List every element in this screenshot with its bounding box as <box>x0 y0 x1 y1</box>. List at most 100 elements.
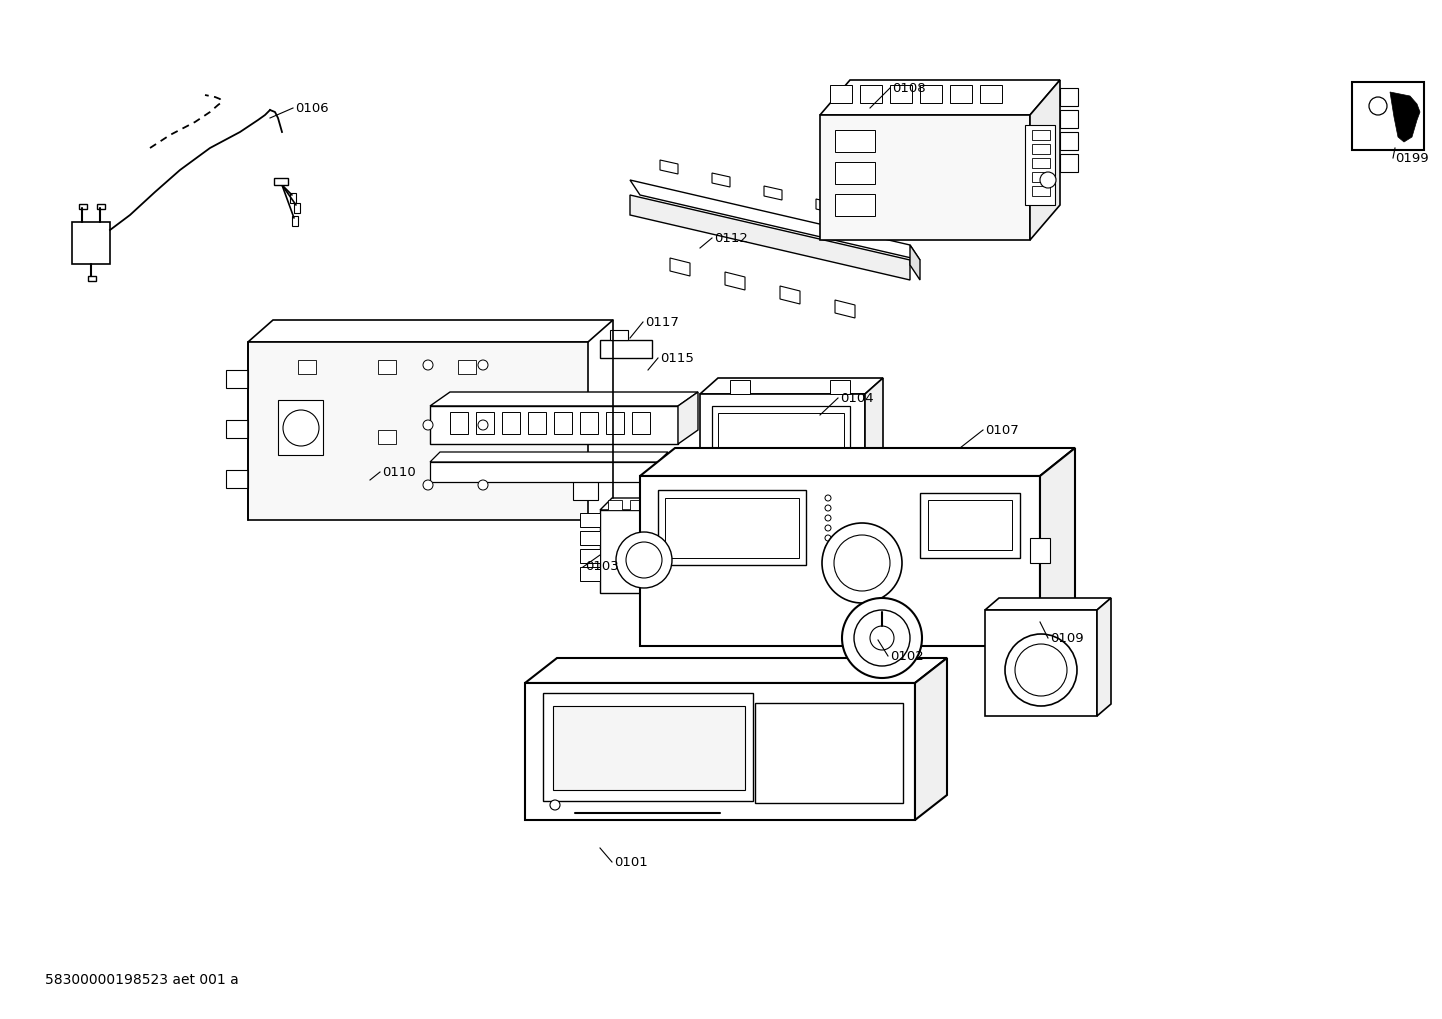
Circle shape <box>842 598 921 678</box>
Bar <box>502 412 521 434</box>
Circle shape <box>616 532 672 588</box>
Circle shape <box>833 535 890 591</box>
Polygon shape <box>430 462 658 482</box>
Text: 0115: 0115 <box>660 352 694 365</box>
Circle shape <box>825 525 831 531</box>
Circle shape <box>825 535 831 541</box>
Circle shape <box>626 542 662 578</box>
Polygon shape <box>985 598 1110 610</box>
Bar <box>1060 110 1079 128</box>
Polygon shape <box>552 706 746 790</box>
Bar <box>831 85 852 103</box>
Bar <box>831 380 849 394</box>
Bar <box>630 500 645 510</box>
Bar <box>572 470 598 500</box>
Bar <box>1060 132 1079 150</box>
Circle shape <box>822 523 903 603</box>
Circle shape <box>825 505 831 511</box>
Circle shape <box>1015 644 1067 696</box>
Text: 58300000198523 aet 001 a: 58300000198523 aet 001 a <box>45 973 239 987</box>
Bar <box>226 470 248 488</box>
Bar <box>88 276 97 281</box>
Text: 0107: 0107 <box>985 424 1018 436</box>
Bar <box>274 178 288 185</box>
Text: 0101: 0101 <box>614 856 647 868</box>
Text: 0104: 0104 <box>841 391 874 405</box>
Bar <box>1032 130 1050 140</box>
Polygon shape <box>248 342 588 520</box>
Circle shape <box>825 555 831 561</box>
Circle shape <box>423 420 433 430</box>
Bar <box>665 498 799 558</box>
Bar <box>1025 125 1056 205</box>
Bar <box>294 203 300 213</box>
Text: 0110: 0110 <box>382 466 415 479</box>
Bar <box>1032 158 1050 168</box>
Text: 0112: 0112 <box>714 231 748 245</box>
Bar <box>378 430 397 444</box>
Polygon shape <box>916 658 947 820</box>
Bar <box>580 412 598 434</box>
Bar <box>97 204 105 209</box>
Circle shape <box>825 545 831 551</box>
Bar <box>450 412 469 434</box>
Bar <box>1060 154 1079 172</box>
Text: 0106: 0106 <box>296 102 329 114</box>
Bar <box>600 340 652 358</box>
Polygon shape <box>1030 81 1060 240</box>
Bar <box>278 400 323 455</box>
Polygon shape <box>660 160 678 174</box>
Bar <box>658 490 806 565</box>
Polygon shape <box>1390 92 1420 142</box>
Circle shape <box>825 565 831 571</box>
Bar <box>632 412 650 434</box>
Circle shape <box>1040 172 1056 187</box>
Polygon shape <box>640 476 1040 646</box>
Polygon shape <box>699 394 865 508</box>
Circle shape <box>825 515 831 521</box>
Circle shape <box>423 360 433 370</box>
Circle shape <box>477 420 487 430</box>
Polygon shape <box>1040 448 1074 646</box>
Circle shape <box>825 495 831 501</box>
Polygon shape <box>865 378 883 508</box>
Bar <box>290 193 296 203</box>
Polygon shape <box>835 300 855 318</box>
Polygon shape <box>780 286 800 304</box>
Bar <box>652 500 666 510</box>
Polygon shape <box>820 115 1030 240</box>
Bar <box>859 85 883 103</box>
Polygon shape <box>868 212 885 226</box>
Polygon shape <box>910 245 920 280</box>
Bar <box>554 412 572 434</box>
Bar <box>459 360 476 374</box>
Bar <box>226 370 248 388</box>
Polygon shape <box>525 683 916 820</box>
Polygon shape <box>764 186 782 200</box>
Text: 0109: 0109 <box>1050 632 1083 644</box>
Polygon shape <box>985 610 1097 716</box>
Bar <box>1060 88 1079 106</box>
Bar <box>226 420 248 438</box>
Bar <box>580 567 600 581</box>
Text: 0108: 0108 <box>893 82 926 95</box>
Bar <box>920 85 942 103</box>
Polygon shape <box>248 320 613 342</box>
Bar <box>1032 172 1050 182</box>
Polygon shape <box>671 258 691 276</box>
Bar <box>298 430 316 444</box>
Bar <box>580 513 600 527</box>
Circle shape <box>477 480 487 490</box>
Bar <box>544 693 753 801</box>
Circle shape <box>1005 634 1077 706</box>
Polygon shape <box>430 406 678 444</box>
Bar <box>835 162 875 184</box>
Polygon shape <box>816 199 833 213</box>
Polygon shape <box>600 510 688 593</box>
Bar <box>298 360 316 374</box>
Bar <box>835 194 875 216</box>
Bar <box>890 85 911 103</box>
Polygon shape <box>430 452 668 462</box>
Polygon shape <box>600 498 699 510</box>
Circle shape <box>854 610 910 666</box>
